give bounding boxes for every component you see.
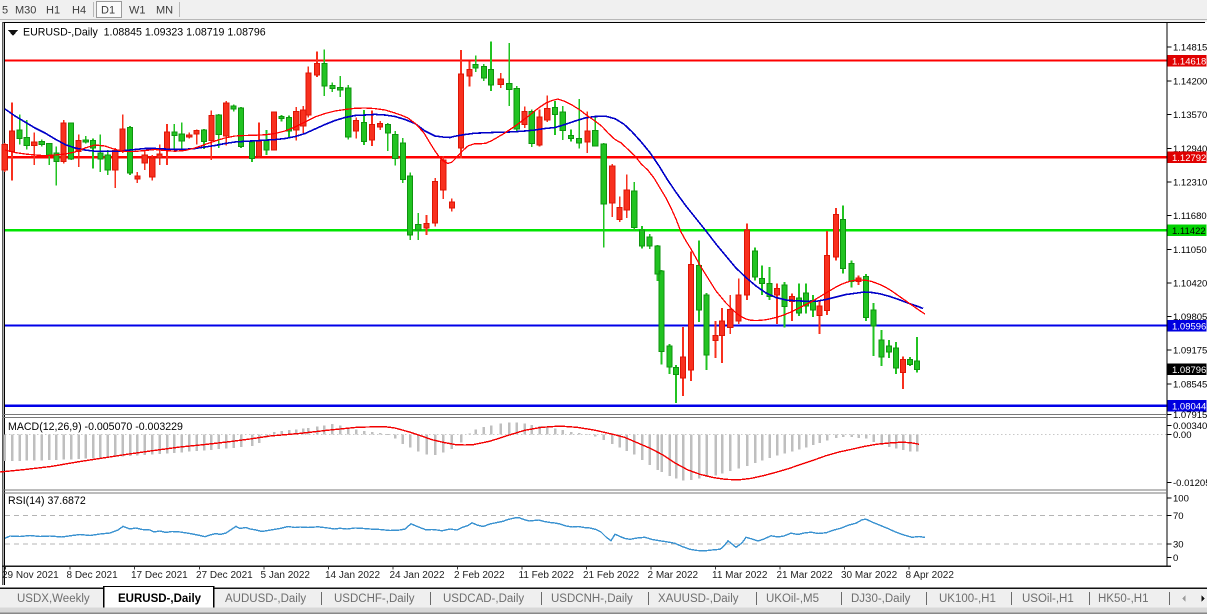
- svg-text:11 Feb 2022: 11 Feb 2022: [519, 570, 575, 581]
- svg-text:1.08044: 1.08044: [1172, 402, 1206, 413]
- svg-text:MN: MN: [156, 5, 173, 17]
- svg-text:1.09175: 1.09175: [1173, 346, 1207, 357]
- svg-text:1.08545: 1.08545: [1173, 379, 1207, 390]
- svg-text:1.12940: 1.12940: [1173, 144, 1207, 155]
- svg-text:USDCNH-,Daily: USDCNH-,Daily: [551, 593, 633, 605]
- svg-text:1.11422: 1.11422: [1172, 226, 1206, 237]
- svg-text:EURUSD-,Daily 1.08845 1.09323: EURUSD-,Daily 1.08845 1.09323 1.08719 1.…: [23, 27, 266, 39]
- svg-text:UKOil-,M5: UKOil-,M5: [766, 593, 819, 605]
- svg-text:21 Feb 2022: 21 Feb 2022: [583, 570, 640, 581]
- svg-text:USDCHF-,Daily: USDCHF-,Daily: [334, 593, 415, 605]
- svg-text:DJ30-,Daily: DJ30-,Daily: [851, 593, 911, 605]
- svg-text:1.11680: 1.11680: [1173, 211, 1207, 222]
- svg-text:1.14200: 1.14200: [1173, 77, 1207, 88]
- svg-text:8 Dec 2021: 8 Dec 2021: [67, 570, 119, 581]
- svg-text:USOil-,H1: USOil-,H1: [1022, 593, 1074, 605]
- svg-text:30: 30: [1173, 540, 1184, 551]
- svg-text:1.14618: 1.14618: [1172, 56, 1206, 67]
- svg-text:UK100-,H1: UK100-,H1: [939, 593, 996, 605]
- svg-text:MACD(12,26,9) -0.005070 -0.003: MACD(12,26,9) -0.005070 -0.003229: [8, 421, 183, 433]
- svg-text:2 Mar 2022: 2 Mar 2022: [648, 570, 699, 581]
- svg-text:1.13570: 1.13570: [1173, 110, 1207, 121]
- svg-text:1.09596: 1.09596: [1172, 321, 1206, 332]
- svg-text:5: 5: [2, 5, 8, 17]
- svg-text:0.00: 0.00: [1173, 430, 1192, 441]
- svg-text:1.08796: 1.08796: [1172, 365, 1206, 376]
- svg-text:29 Nov 2021: 29 Nov 2021: [2, 570, 59, 581]
- svg-text:1.07915: 1.07915: [1173, 410, 1207, 421]
- svg-text:11 Mar 2022: 11 Mar 2022: [712, 570, 768, 581]
- svg-text:1.11050: 1.11050: [1173, 245, 1207, 256]
- svg-text:2 Feb 2022: 2 Feb 2022: [454, 570, 505, 581]
- svg-text:1.12792: 1.12792: [1172, 153, 1206, 164]
- svg-text:0: 0: [1173, 553, 1178, 564]
- svg-text:AUDUSD-,Daily: AUDUSD-,Daily: [225, 593, 306, 605]
- svg-text:5 Jan 2022: 5 Jan 2022: [261, 570, 311, 581]
- svg-text:17 Dec 2021: 17 Dec 2021: [131, 570, 188, 581]
- svg-text:HK50-,H1: HK50-,H1: [1098, 593, 1149, 605]
- svg-text:70: 70: [1173, 511, 1184, 522]
- svg-text:USDX,Weekly: USDX,Weekly: [17, 593, 90, 605]
- svg-text:XAUUSD-,Daily: XAUUSD-,Daily: [658, 593, 739, 605]
- svg-text:USDCAD-,Daily: USDCAD-,Daily: [443, 593, 524, 605]
- svg-text:100: 100: [1173, 494, 1189, 505]
- svg-text:24 Jan 2022: 24 Jan 2022: [390, 570, 445, 581]
- svg-text:H1: H1: [46, 5, 60, 17]
- svg-text:-0.012054: -0.012054: [1173, 478, 1207, 489]
- svg-text:RSI(14) 37.6872: RSI(14) 37.6872: [8, 495, 86, 507]
- svg-text:30 Mar 2022: 30 Mar 2022: [841, 570, 898, 581]
- svg-text:1.10420: 1.10420: [1173, 279, 1207, 290]
- svg-text:21 Mar 2022: 21 Mar 2022: [777, 570, 834, 581]
- svg-text:0.003408: 0.003408: [1173, 421, 1207, 432]
- svg-text:8 Apr 2022: 8 Apr 2022: [906, 570, 955, 581]
- svg-text:1.14815: 1.14815: [1173, 43, 1207, 54]
- svg-text:27 Dec 2021: 27 Dec 2021: [196, 570, 253, 581]
- svg-text:1.09805: 1.09805: [1173, 312, 1207, 323]
- svg-text:14 Jan 2022: 14 Jan 2022: [325, 570, 380, 581]
- svg-text:D1: D1: [101, 5, 115, 17]
- svg-text:EURUSD-,Daily: EURUSD-,Daily: [118, 593, 202, 605]
- svg-text:M30: M30: [15, 5, 36, 17]
- svg-text:H4: H4: [72, 5, 86, 17]
- svg-text:1.12310: 1.12310: [1173, 178, 1207, 189]
- svg-text:W1: W1: [129, 5, 146, 17]
